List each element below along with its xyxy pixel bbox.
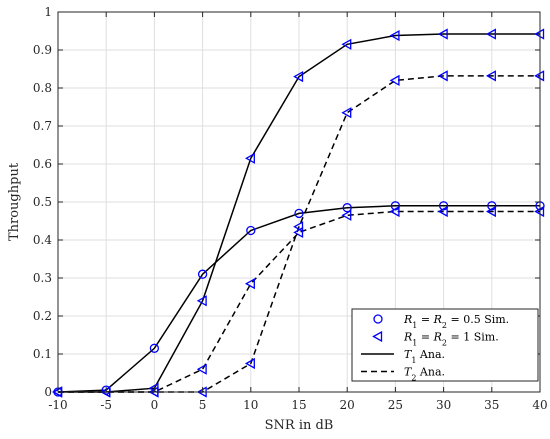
data-point-marker <box>293 226 304 239</box>
y-axis-title: Throughput <box>7 162 22 241</box>
legend-label: T2 Ana. <box>404 366 445 383</box>
legend: R1 = R2 = 0.5 Sim.R1 = R2 = 1 Sim.T1 Ana… <box>351 308 539 383</box>
data-point-marker <box>293 70 304 83</box>
data-point-marker <box>341 38 352 50</box>
data-point-marker <box>389 29 400 42</box>
data-point-marker <box>487 201 497 211</box>
y-tick-label: 0.6 <box>33 157 52 171</box>
y-tick-label: 0.2 <box>33 309 52 323</box>
y-tick-label: 0.4 <box>33 233 52 247</box>
x-tick-label: 40 <box>532 398 547 412</box>
x-tick-label: -5 <box>100 398 112 412</box>
y-tick-label: 0.7 <box>33 119 52 133</box>
x-tick-label: 0 <box>151 398 159 412</box>
legend-label: T1 Ana. <box>404 348 445 365</box>
data-point-marker <box>197 269 208 279</box>
data-point-marker <box>437 205 448 218</box>
y-tick-label: 0.9 <box>33 43 52 57</box>
x-tick-label: 20 <box>340 398 355 412</box>
data-point-marker <box>390 201 401 211</box>
data-point-marker <box>341 209 352 221</box>
y-tick-label: 0.1 <box>33 347 52 361</box>
x-tick-label: 25 <box>388 398 403 412</box>
series-line <box>57 205 540 393</box>
data-point-marker <box>341 107 352 119</box>
data-point-marker <box>485 205 496 218</box>
y-tick-label: 0.5 <box>33 195 52 209</box>
data-point-marker <box>437 70 448 82</box>
data-point-marker <box>149 343 160 353</box>
x-tick-label: 35 <box>484 398 499 412</box>
data-point-marker <box>196 295 207 307</box>
data-point-marker <box>437 28 448 40</box>
data-point-marker <box>342 203 352 213</box>
y-tick-label: 1 <box>44 5 52 19</box>
y-tick-label: 0.3 <box>33 271 52 285</box>
legend-label: R1 = R2 = 0.5 Sim. <box>403 313 509 330</box>
data-point-marker <box>244 357 255 370</box>
data-point-marker <box>246 225 256 236</box>
data-point-marker <box>389 74 400 87</box>
x-axis-title: SNR in dB <box>265 418 334 433</box>
legend-marker <box>373 314 383 324</box>
data-point-marker <box>485 70 496 82</box>
legend-marker <box>372 330 383 343</box>
data-point-marker <box>485 28 496 40</box>
series-line <box>58 33 540 393</box>
x-tick-label: -10 <box>48 398 67 412</box>
data-point-marker <box>244 278 255 290</box>
x-tick-label: 10 <box>243 398 258 412</box>
data-point-marker <box>196 363 207 375</box>
axis-ticks: -10 -5 0 5 10 15 20 25 30 35 40 0 0.1 0.2 0.3 0.4 0.5 0.6… <box>33 5 548 412</box>
data-point-marker <box>294 208 304 219</box>
legend-box <box>351 308 539 382</box>
y-tick-label: 0.8 <box>33 81 52 95</box>
data-point-marker <box>438 201 449 211</box>
x-tick-label: 30 <box>436 398 451 412</box>
data-point-marker <box>293 221 304 233</box>
x-tick-label: 15 <box>291 398 306 412</box>
data-point-marker <box>389 205 400 218</box>
x-tick-label: 5 <box>199 398 207 412</box>
data-point-marker <box>244 152 255 164</box>
legend-label: R1 = R2 = 1 Sim. <box>403 331 499 348</box>
y-tick-label: 0 <box>44 385 52 399</box>
